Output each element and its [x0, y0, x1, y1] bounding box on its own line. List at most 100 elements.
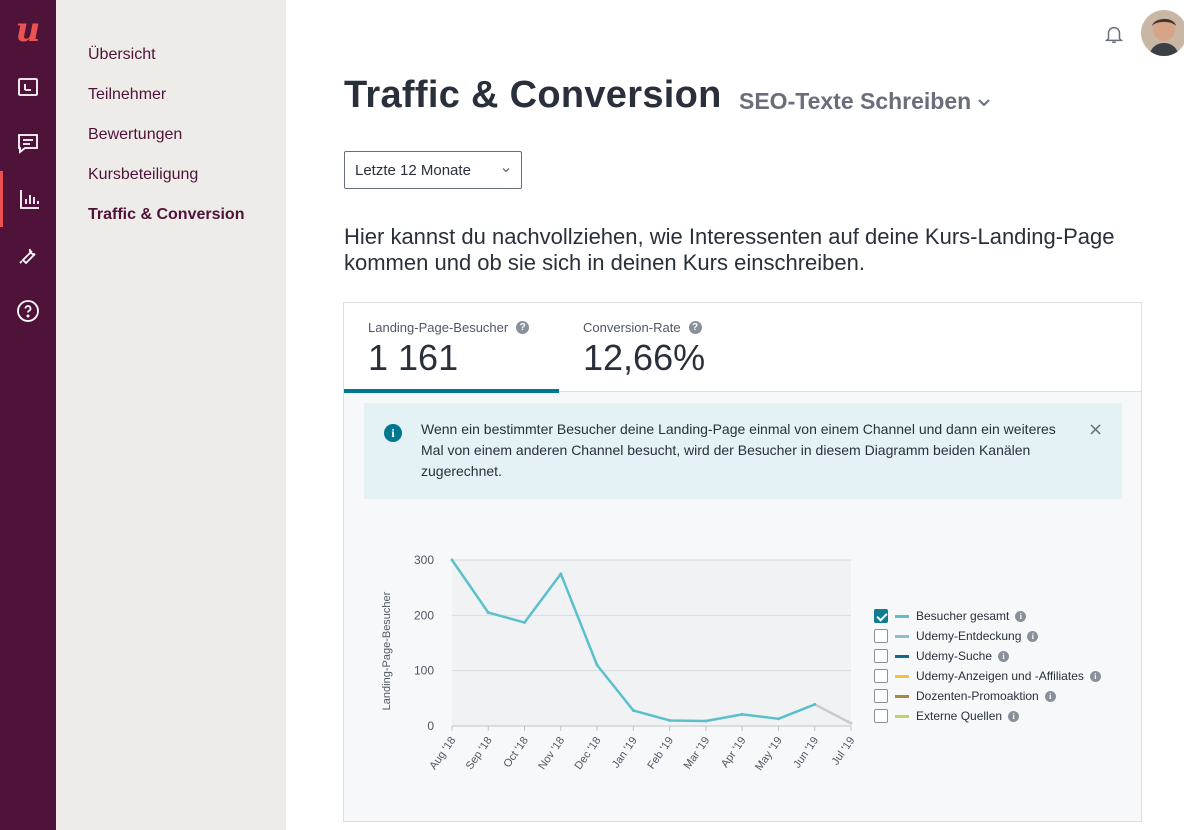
legend-swatch — [895, 714, 909, 718]
chevron-down-icon — [501, 162, 511, 179]
period-select[interactable]: Letzte 12 Monate — [344, 151, 522, 189]
traffic-card: Landing-Page-Besucher ? 1 161 Conversion… — [343, 302, 1142, 822]
tab-label: Landing-Page-Besucher ? — [368, 320, 530, 335]
close-icon[interactable]: × — [1088, 419, 1104, 440]
legend-checkbox[interactable] — [874, 689, 888, 703]
legend-checkbox[interactable] — [874, 649, 888, 663]
legend-swatch — [895, 694, 909, 698]
x-tick-label: Nov '18 — [536, 735, 567, 772]
info-icon[interactable]: i — [998, 650, 1010, 662]
x-tick-label: Oct '18 — [501, 735, 531, 770]
info-icon: i — [384, 424, 402, 442]
data-point — [668, 718, 672, 722]
data-point — [486, 611, 490, 615]
legend-checkbox[interactable] — [874, 629, 888, 643]
tab-value: 1 161 — [368, 337, 459, 378]
x-tick-label: Apr '19 — [719, 735, 749, 770]
app-rail: u — [0, 0, 56, 830]
help-icon[interactable] — [0, 283, 56, 339]
data-point — [523, 621, 527, 625]
page-title: Traffic & Conversion — [344, 74, 722, 116]
y-tick-label: 0 — [427, 719, 434, 733]
info-notice: i Wenn ein bestimmter Besucher deine Lan… — [364, 403, 1122, 499]
course-selector[interactable]: SEO-Texte Schreiben — [739, 88, 991, 115]
x-tick-label: Jun '19 — [791, 735, 821, 771]
y-axis-label: Landing-Page-Besucher — [381, 591, 393, 710]
question-icon[interactable]: ? — [688, 321, 702, 334]
x-tick-label: Aug '18 — [427, 735, 458, 772]
legend-item[interactable]: Besucher gesamt i — [874, 606, 1027, 626]
legend-label: Externe Quellen — [916, 709, 1003, 723]
data-point — [813, 702, 817, 706]
x-tick-label: Jan '19 — [610, 735, 640, 771]
performance-chart-icon[interactable] — [0, 171, 56, 227]
legend-checkbox[interactable] — [874, 669, 888, 683]
tab-conversion-rate[interactable]: Conversion-Rate ? 12,66% — [559, 303, 759, 392]
legend-label: Udemy-Anzeigen und -Affiliates — [916, 669, 1084, 683]
legend-item[interactable]: Udemy-Suche i — [874, 646, 1010, 666]
data-point — [704, 719, 708, 723]
info-icon[interactable]: i — [1015, 610, 1027, 622]
info-icon[interactable]: i — [1044, 690, 1056, 702]
info-icon[interactable]: i — [1008, 710, 1020, 722]
period-select-value: Letzte 12 Monate — [355, 161, 471, 179]
tab-label-text: Conversion-Rate — [583, 320, 681, 335]
data-point — [776, 717, 780, 721]
legend-label: Udemy-Entdeckung — [916, 629, 1022, 643]
subnav-item-engagement[interactable]: Kursbeteiligung — [88, 166, 199, 183]
subnav-item-reviews[interactable]: Bewertungen — [88, 126, 183, 143]
tab-landing-page-visitors[interactable]: Landing-Page-Besucher ? 1 161 — [344, 303, 559, 393]
info-icon[interactable]: i — [1089, 670, 1101, 682]
x-tick-label: May '19 — [753, 735, 785, 773]
notice-text: Wenn ein bestimmter Besucher deine Landi… — [421, 421, 1056, 479]
data-point — [595, 663, 599, 667]
chevron-down-icon — [977, 88, 991, 115]
legend-label: Dozenten-Promoaktion — [916, 689, 1039, 703]
metric-tabs: Landing-Page-Besucher ? 1 161 Conversion… — [344, 303, 1141, 393]
subnav-item-traffic-conversion[interactable]: Traffic & Conversion — [88, 206, 245, 223]
x-tick-label: Feb '19 — [645, 735, 676, 772]
info-icon[interactable]: i — [1027, 630, 1039, 642]
legend-item[interactable]: Udemy-Anzeigen und -Affiliates i — [874, 666, 1101, 686]
legend-checkbox[interactable] — [874, 609, 888, 623]
data-point — [450, 558, 454, 562]
legend-swatch — [895, 614, 909, 618]
intro-text: Hier kannst du nachvollziehen, wie Inter… — [344, 224, 1115, 275]
udemy-logo[interactable]: u — [15, 10, 41, 50]
legend-item[interactable]: Dozenten-Promoaktion i — [874, 686, 1056, 706]
x-tick-label: Mar '19 — [682, 735, 713, 772]
y-tick-label: 300 — [414, 553, 434, 567]
y-tick-label: 200 — [414, 608, 434, 622]
legend-swatch — [895, 634, 909, 638]
tab-label: Conversion-Rate ? — [583, 320, 702, 335]
visitors-line-chart: 0 100 200 300 Landing-Page-Besucher Aug '18 Se… — [381, 553, 858, 773]
x-tick-label: Jul '19 — [830, 735, 858, 768]
data-point — [740, 712, 744, 716]
tab-label-text: Landing-Page-Besucher — [368, 320, 509, 335]
legend-item[interactable]: Udemy-Entdeckung i — [874, 626, 1039, 646]
data-point — [559, 572, 563, 576]
messages-icon[interactable] — [0, 115, 56, 171]
subnav-item-overview[interactable]: Übersicht — [88, 46, 156, 63]
legend-item[interactable]: Externe Quellen i — [874, 706, 1020, 726]
courses-icon[interactable] — [0, 59, 56, 115]
legend-label: Udemy-Suche — [916, 649, 993, 663]
tools-icon[interactable] — [0, 227, 56, 283]
tab-value: 12,66% — [583, 337, 706, 378]
x-tick-label: Dec '18 — [573, 735, 604, 772]
bell-icon[interactable] — [1103, 23, 1125, 45]
y-tick-label: 100 — [414, 664, 434, 678]
subnav-item-students[interactable]: Teilnehmer — [88, 86, 167, 103]
course-subnav: Übersicht Teilnehmer Bewertungen Kursbet… — [56, 0, 286, 830]
legend-checkbox[interactable] — [874, 709, 888, 723]
data-point — [849, 721, 853, 725]
legend-swatch — [895, 654, 909, 658]
data-point — [631, 709, 635, 713]
avatar[interactable] — [1141, 10, 1184, 56]
series-line-partial-month — [814, 703, 852, 725]
legend-label: Besucher gesamt — [916, 609, 1010, 623]
course-selector-label: SEO-Texte Schreiben — [739, 88, 972, 114]
question-icon[interactable]: ? — [516, 321, 530, 334]
plot-area — [452, 560, 851, 726]
x-tick-label: Sep '18 — [464, 735, 495, 772]
